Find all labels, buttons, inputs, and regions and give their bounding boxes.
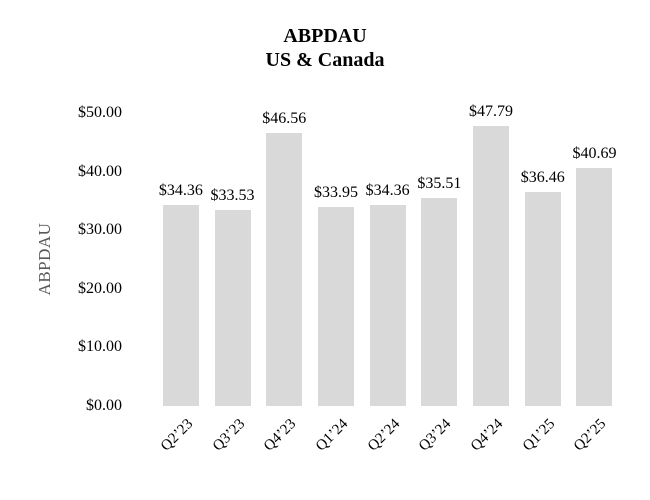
bar-Q3’23 (214, 209, 251, 406)
x-category-label: Q3’24 (416, 416, 455, 455)
bar-Q4’24 (473, 125, 510, 406)
y-tick-label: $0.00 (86, 397, 122, 414)
y-tick-label: $50.00 (78, 104, 122, 121)
bar-Q2’24 (369, 204, 406, 406)
x-category-label: Q2’25 (571, 416, 610, 455)
bar-value-label: $33.95 (313, 184, 358, 202)
chart-title: ABPDAU US & Canada (0, 24, 650, 72)
bar-value-label: $40.69 (572, 144, 617, 162)
x-category-label: Q4’24 (467, 416, 507, 455)
y-tick-label: $20.00 (78, 279, 122, 297)
bar-value-label: $33.53 (210, 186, 255, 204)
bar-value-label: $36.46 (520, 169, 565, 187)
x-category-label: Q1’24 (312, 416, 352, 455)
y-tick-label: $30.00 (78, 221, 122, 239)
x-category-label: Q4’23 (261, 416, 300, 455)
y-axis-title: ABPDAU (35, 222, 54, 296)
bar-value-label: $34.36 (158, 181, 203, 199)
x-category-label: Q2’24 (364, 416, 403, 455)
bar-Q2’23 (162, 204, 199, 406)
x-category-label: Q1’25 (519, 416, 559, 455)
bar-Q2’25 (576, 167, 613, 406)
bar-Q1’24 (317, 207, 354, 406)
bar-value-label: $35.51 (417, 174, 462, 192)
bar-value-label: $47.79 (469, 102, 514, 120)
bar-Q3’24 (421, 197, 458, 406)
bar-Q1’25 (524, 192, 561, 406)
bar-value-label: $46.56 (262, 110, 307, 128)
x-category-label: Q3’23 (209, 416, 248, 455)
y-tick-label: $40.00 (78, 162, 122, 180)
bar-value-label: $34.36 (365, 181, 410, 199)
x-category-label: Q2’23 (157, 416, 197, 455)
bar-Q4’23 (266, 133, 303, 406)
y-tick-label: $10.00 (78, 338, 122, 356)
chart-title-line2: US & Canada (265, 49, 385, 71)
chart-title-line1: ABPDAU (283, 25, 367, 47)
